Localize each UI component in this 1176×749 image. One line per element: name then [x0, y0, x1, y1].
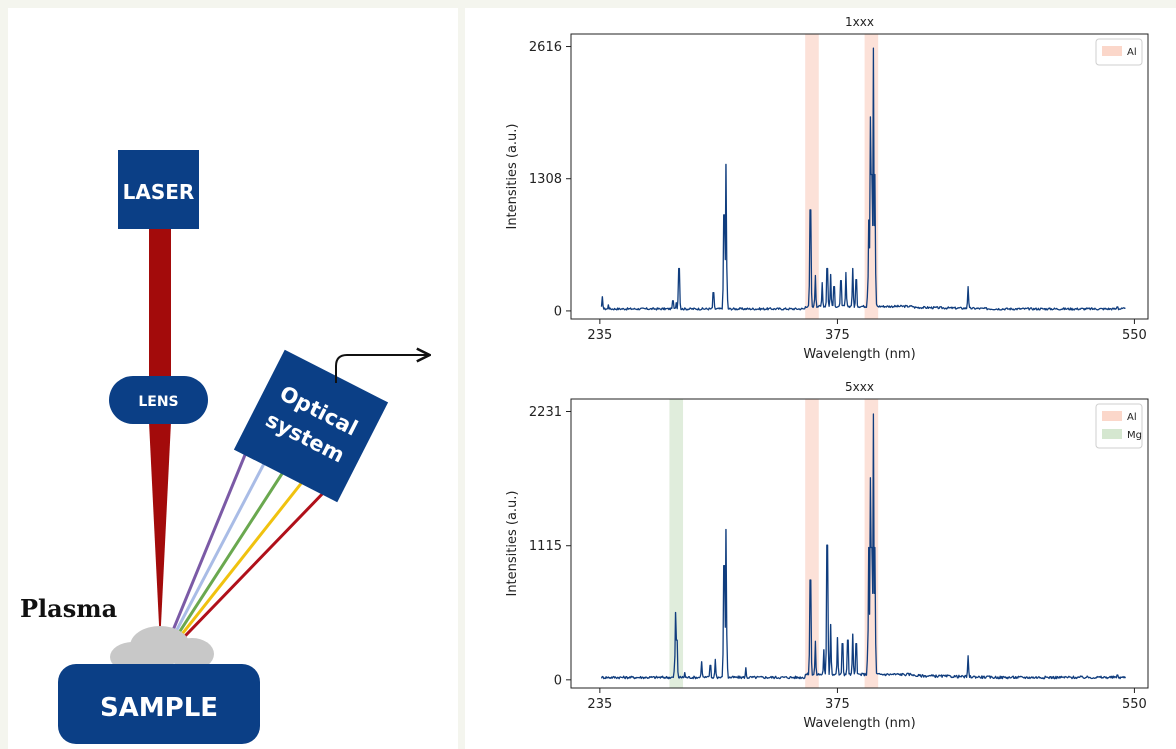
legend-label-al: Al [1127, 47, 1137, 58]
output-arrow [335, 355, 428, 383]
highlight-band-mg-0 [669, 399, 684, 688]
x-axis-label: Wavelength (nm) [803, 347, 915, 362]
x-tick-label: 375 [825, 697, 850, 712]
sample-label: SAMPLE [100, 693, 218, 723]
x-tick-label: 550 [1122, 328, 1147, 343]
optical-system-box [233, 349, 389, 503]
emission-ray-lightblue [158, 457, 269, 663]
libs-setup-diagram: SAMPLE LASER LENS Optical system Plasma [20, 150, 428, 744]
chart-title: 1xxx [845, 15, 874, 29]
laser-label: LASER [123, 180, 195, 204]
highlight-band-al-1 [805, 399, 819, 688]
legend-swatch-al [1102, 411, 1122, 421]
sample-block [58, 664, 260, 744]
plot-frame [570, 398, 1149, 689]
y-axis-label: Intensities (a.u.) [505, 490, 520, 596]
focused-laser-beam [149, 422, 171, 645]
legend-box [1095, 403, 1143, 449]
plasma-label: Plasma [20, 594, 117, 623]
y-tick-label: 0 [554, 673, 562, 688]
charts-panel [465, 8, 1176, 749]
highlight-band-al-0 [805, 34, 819, 319]
legend-swatch-al [1102, 46, 1122, 56]
y-tick-label: 2231 [529, 405, 562, 420]
optical-system: Optical system [233, 349, 389, 503]
y-axis-label: Intensities (a.u.) [505, 123, 520, 229]
plot-frame [570, 33, 1149, 320]
legend-swatch-mg [1102, 429, 1122, 439]
x-tick-label: 235 [587, 328, 612, 343]
x-tick-label: 235 [587, 697, 612, 712]
emission-ray-green [158, 465, 289, 663]
diagram-panel [8, 8, 458, 749]
legend: Al [1095, 38, 1143, 66]
legend-label-mg: Mg [1127, 430, 1142, 441]
chart-title: 5xxx [845, 380, 874, 394]
x-axis-label: Wavelength (nm) [803, 716, 915, 731]
x-tick-label: 375 [825, 328, 850, 343]
spectrum-chart-5xxx: 235 375 550 0 1115 2231 5xxx Wavelength (nm) Int… [505, 380, 1149, 731]
emission-rays [158, 449, 330, 664]
legend-label-al: Al [1127, 412, 1137, 423]
emission-ray-red [158, 486, 330, 664]
lens-label: LENS [138, 394, 178, 410]
spectrum-chart-1xxx: 235 375 550 0 1308 2616 1xxx Wavelength (nm) Int… [505, 15, 1149, 362]
y-tick-label: 1115 [529, 539, 562, 554]
lens [109, 376, 208, 424]
y-tick-label: 0 [554, 304, 562, 319]
spectrum-line [600, 413, 1126, 680]
legend: Al Mg [1095, 403, 1143, 449]
y-tick-label: 2616 [529, 40, 562, 55]
y-tick-label: 1308 [529, 172, 562, 187]
spectrum-line [600, 47, 1126, 311]
emission-ray-violet [158, 449, 249, 663]
laser-beam [149, 228, 171, 378]
x-tick-label: 550 [1122, 697, 1147, 712]
laser-box [118, 150, 199, 229]
emission-ray-yellow [158, 475, 309, 663]
